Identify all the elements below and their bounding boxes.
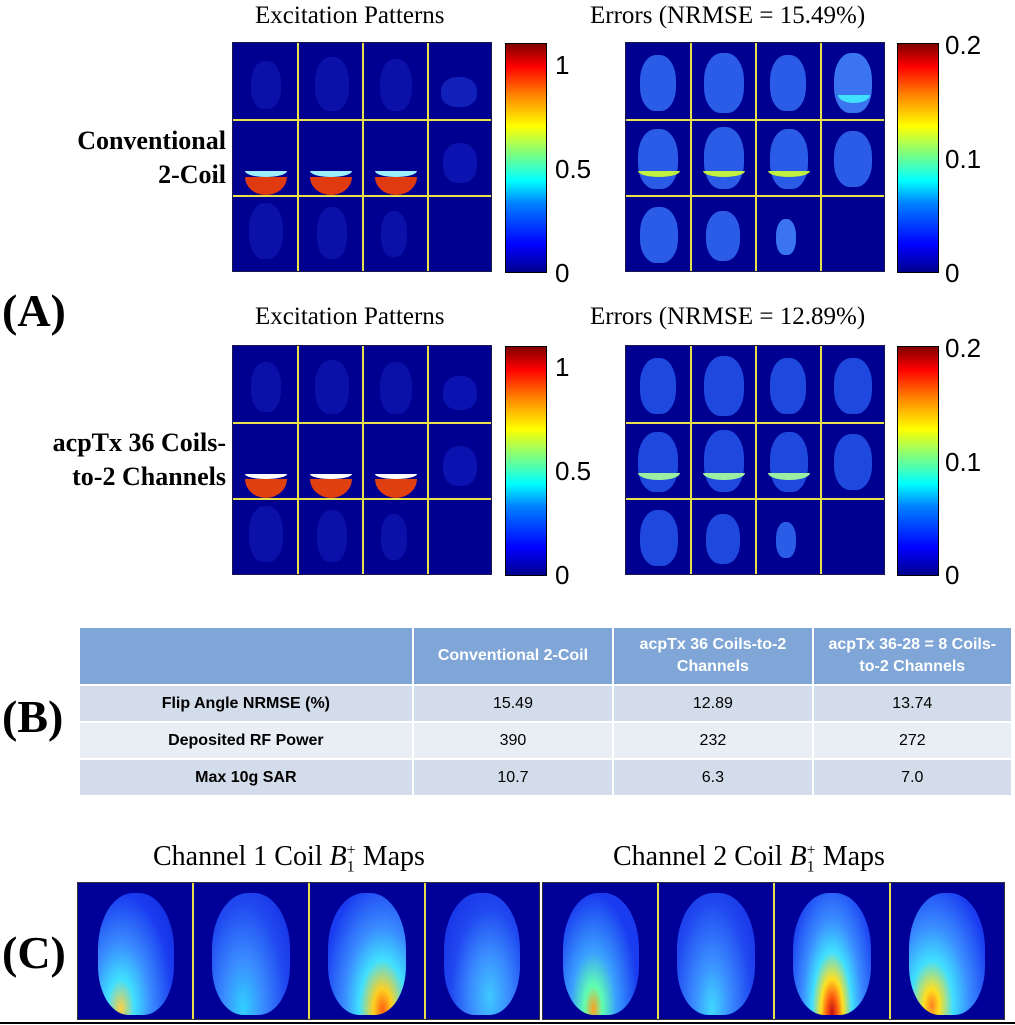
excitation-title-row2: Excitation Patterns bbox=[255, 303, 445, 330]
panel-label-a: (A) bbox=[2, 285, 66, 336]
b1-symbol: B bbox=[789, 841, 807, 872]
channel2-title-text: Channel 2 Coil bbox=[613, 841, 783, 872]
table-header-acptx36: acpTx 36 Coils-to-2 Channels bbox=[614, 628, 812, 684]
error-colorbar-row1 bbox=[897, 43, 939, 273]
row-label-line1: acpTx 36 Coils- bbox=[52, 428, 226, 457]
error-cbar-max-row2: 0.2 bbox=[945, 333, 982, 363]
error-cbar-min-row1: 0 bbox=[945, 258, 960, 288]
table-header-acptx8: acpTx 36-28 = 8 Coils-to-2 Channels bbox=[813, 628, 1011, 684]
channel1-title-text: Channel 1 Coil bbox=[153, 841, 323, 872]
error-cbar-mid-row2: 0.1 bbox=[945, 447, 982, 477]
bottom-rule bbox=[0, 1022, 1015, 1024]
cell-value: 6.3 bbox=[614, 760, 812, 795]
cell-value: 272 bbox=[813, 723, 1011, 758]
excitation-cbar-max-row1: 1 bbox=[555, 50, 570, 80]
row-label-conventional: Conventional 2-Coil bbox=[8, 124, 226, 192]
b1-superscript: + bbox=[346, 841, 356, 859]
row-label-line2: to-2 Channels bbox=[72, 462, 226, 491]
excitation-colorbar-row1 bbox=[505, 43, 547, 273]
error-title-row2: Errors (NRMSE = 12.89%) bbox=[590, 303, 866, 330]
excitation-cbar-min-row1: 0 bbox=[555, 258, 570, 288]
cell-value: 390 bbox=[413, 723, 613, 758]
channel2-title: Channel 2 Coil B1+ Maps bbox=[613, 841, 885, 877]
excitation-colorbar-row2 bbox=[505, 346, 547, 576]
cell-value: 13.74 bbox=[813, 686, 1011, 721]
error-cbar-mid-row1: 0.1 bbox=[945, 144, 982, 174]
table-row: Max 10g SAR 10.7 6.3 7.0 bbox=[80, 760, 1011, 795]
row-label: Flip Angle NRMSE (%) bbox=[80, 686, 412, 721]
error-cbar-max-row1: 0.2 bbox=[945, 30, 982, 60]
panel-label-b: (B) bbox=[2, 691, 64, 742]
comparison-table: Conventional 2-Coil acpTx 36 Coils-to-2 … bbox=[78, 626, 1013, 797]
table-header-row: Conventional 2-Coil acpTx 36 Coils-to-2 … bbox=[80, 628, 1011, 684]
error-title-row1: Errors (NRMSE = 15.49%) bbox=[590, 2, 866, 29]
excitation-grid-row1 bbox=[232, 42, 492, 272]
table-row: Deposited RF Power 390 232 272 bbox=[80, 723, 1011, 758]
channel1-title: Channel 1 Coil B1+ Maps bbox=[153, 841, 425, 877]
table-header-conventional: Conventional 2-Coil bbox=[413, 628, 613, 684]
cell-value: 15.49 bbox=[413, 686, 613, 721]
cell-value: 12.89 bbox=[614, 686, 812, 721]
table-header-empty bbox=[80, 628, 412, 684]
b1-superscript: + bbox=[806, 841, 816, 859]
maps-word: Maps bbox=[362, 841, 425, 872]
error-colorbar-row2 bbox=[897, 346, 939, 576]
excitation-cbar-mid-row2: 0.5 bbox=[555, 456, 592, 486]
channel1-b1-maps bbox=[77, 882, 540, 1020]
error-grid-row2 bbox=[625, 345, 885, 575]
b1-subscript: 1 bbox=[346, 858, 355, 876]
cell-value: 232 bbox=[614, 723, 812, 758]
cell-value: 7.0 bbox=[813, 760, 1011, 795]
table-row: Flip Angle NRMSE (%) 15.49 12.89 13.74 bbox=[80, 686, 1011, 721]
excitation-grid-row2 bbox=[232, 345, 492, 575]
b1-subscript: 1 bbox=[806, 858, 815, 876]
excitation-cbar-max-row2: 1 bbox=[555, 352, 570, 382]
row-label-acptx: acpTx 36 Coils- to-2 Channels bbox=[8, 426, 226, 494]
b1-symbol: B bbox=[329, 841, 347, 872]
cell-value: 10.7 bbox=[413, 760, 613, 795]
channel2-b1-maps bbox=[542, 882, 1005, 1020]
excitation-title-row1: Excitation Patterns bbox=[255, 2, 445, 29]
row-label-line1: Conventional bbox=[77, 126, 226, 155]
row-label-line2: 2-Coil bbox=[158, 160, 226, 189]
row-label: Deposited RF Power bbox=[80, 723, 412, 758]
excitation-cbar-mid-row1: 0.5 bbox=[555, 154, 592, 184]
error-grid-row1 bbox=[625, 42, 885, 272]
row-label: Max 10g SAR bbox=[80, 760, 412, 795]
excitation-cbar-min-row2: 0 bbox=[555, 560, 570, 590]
maps-word: Maps bbox=[822, 841, 885, 872]
panel-label-c: (C) bbox=[2, 927, 66, 978]
error-cbar-min-row2: 0 bbox=[945, 560, 960, 590]
